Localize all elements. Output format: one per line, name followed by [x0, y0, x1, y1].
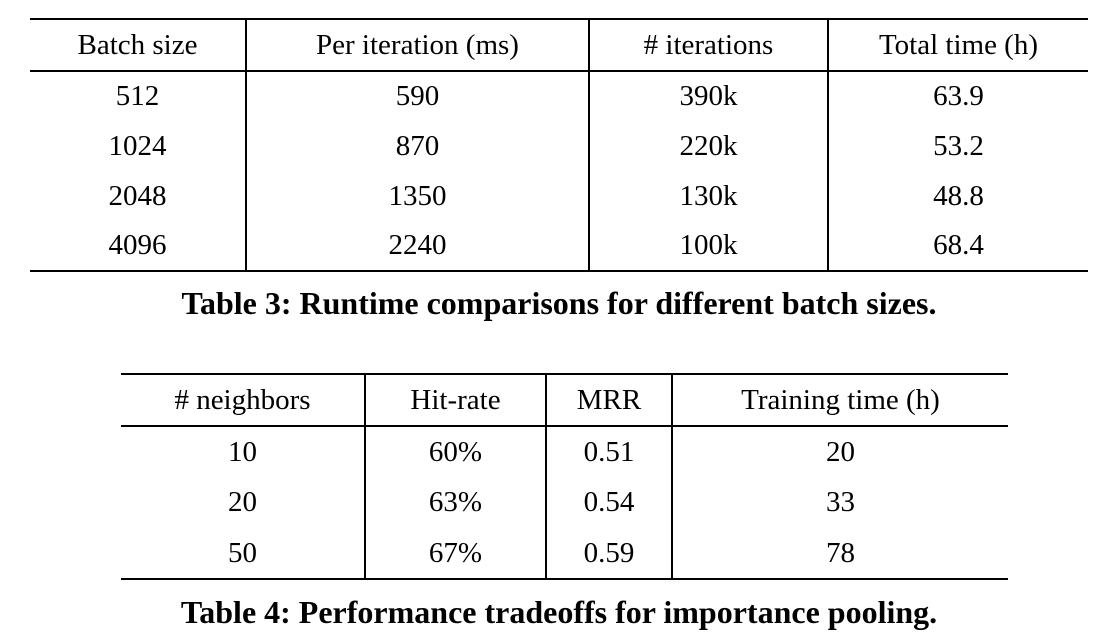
runtime-comparison-table: Batch size Per iteration (ms) # iteratio… [30, 18, 1088, 272]
table-row: 4096 2240 100k 68.4 [30, 221, 1088, 271]
cell-training-time: 78 [826, 536, 855, 569]
cell-per-iteration: 2240 [246, 221, 590, 271]
cell-batch-size: 1024 [30, 121, 247, 171]
table-row: 10 60% 0.51 20 [121, 426, 1008, 477]
table-3-caption: Table 3: Runtime comparisons for differe… [181, 285, 937, 321]
column-header-num-neighbors: # neighbors [121, 374, 366, 426]
cell-num-neighbors: 10 [121, 426, 366, 477]
cell-per-iteration: 590 [246, 71, 590, 121]
cell-hit-rate: 63% [365, 477, 547, 528]
cell-training-time: 33 [826, 486, 855, 518]
cell-mrr: 0.59 [546, 528, 673, 579]
cell-training-time: 20 [826, 435, 855, 468]
table-row: 2048 1350 130k 48.8 [30, 171, 1088, 221]
cell-num-iterations: 220k [589, 121, 829, 171]
cell-mrr: 0.54 [546, 477, 673, 528]
cell-num-iterations: 100k [589, 221, 829, 271]
cell-mrr: 0.51 [546, 426, 673, 477]
cell-total-time: 48.8 [933, 179, 984, 212]
cell-batch-size: 2048 [30, 171, 247, 221]
column-header-training-time: Training time (h) [741, 383, 940, 416]
table-row: 50 67% 0.59 78 [121, 528, 1008, 579]
cell-total-time: 68.4 [933, 229, 984, 261]
column-header-hit-rate: Hit-rate [365, 374, 547, 426]
column-header-per-iteration: Per iteration (ms) [246, 19, 590, 71]
cell-per-iteration: 1350 [246, 171, 590, 221]
performance-tradeoffs-table: # neighbors Hit-rate MRR Training time (… [121, 373, 1008, 580]
table-row: 512 590 390k 63.9 [30, 71, 1088, 121]
table-header-row: Batch size Per iteration (ms) # iteratio… [30, 19, 1088, 71]
column-header-total-time: Total time (h) [878, 28, 1039, 61]
cell-num-neighbors: 50 [121, 528, 366, 579]
column-header-batch-size: Batch size [30, 19, 247, 71]
table-row: 20 63% 0.54 33 [121, 477, 1008, 528]
cell-num-iterations: 130k [589, 171, 829, 221]
table-4-caption: Table 4: Performance tradeoffs for impor… [180, 594, 938, 630]
column-header-mrr: MRR [546, 374, 673, 426]
cell-hit-rate: 67% [365, 528, 547, 579]
cell-hit-rate: 60% [365, 426, 547, 477]
table-header-row: # neighbors Hit-rate MRR Training time (… [121, 374, 1008, 426]
cell-per-iteration: 870 [246, 121, 590, 171]
cell-batch-size: 512 [30, 71, 247, 121]
table-row: 1024 870 220k 53.2 [30, 121, 1088, 171]
cell-total-time: 63.9 [933, 80, 984, 112]
cell-num-neighbors: 20 [121, 477, 366, 528]
cell-total-time: 53.2 [933, 129, 984, 162]
cell-batch-size: 4096 [30, 221, 247, 271]
column-header-num-iterations: # iterations [589, 19, 829, 71]
cell-num-iterations: 390k [589, 71, 829, 121]
